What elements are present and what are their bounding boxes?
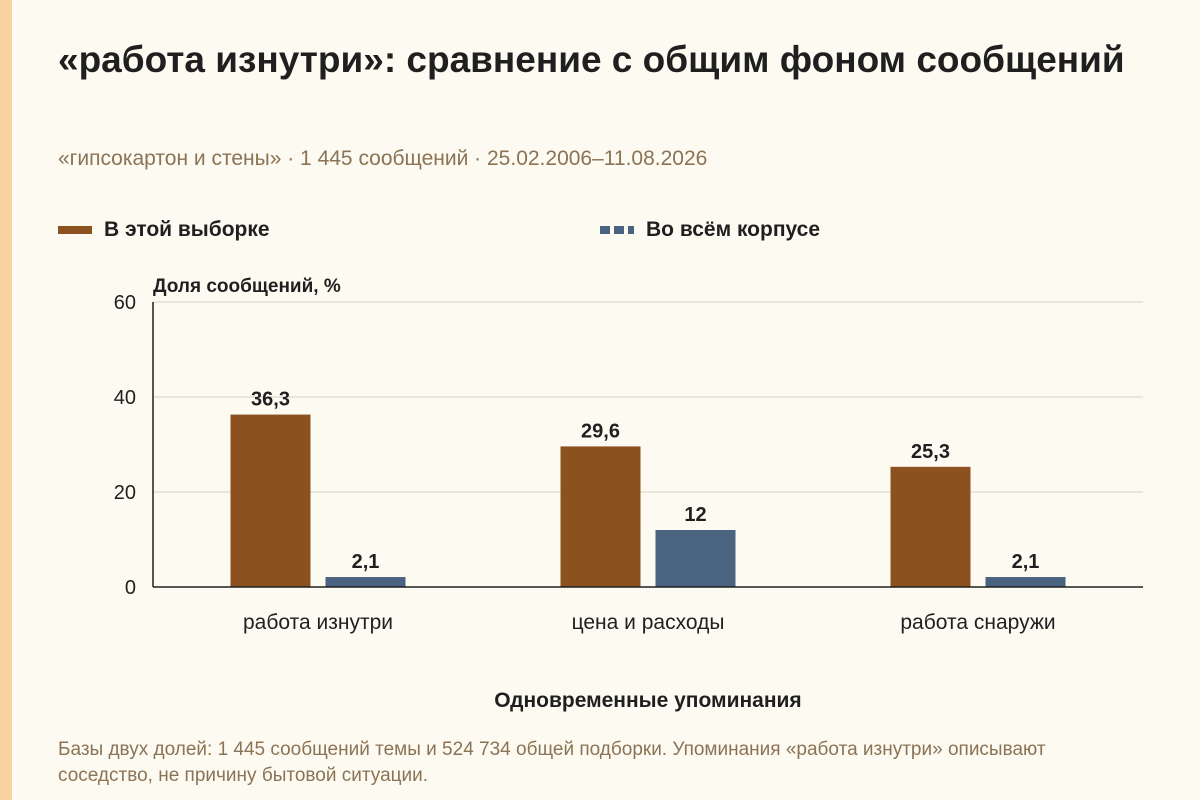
chart-title: «работа изнутри»: сравнение с общим фоно… — [58, 39, 1125, 80]
bar-value-label: 25,3 — [911, 441, 950, 463]
legend-item-corpus: Во всём корпусе — [600, 218, 820, 242]
y-tick-label: 40 — [114, 387, 136, 409]
footnote: Базы двух долей: 1 445 сообщений темы и … — [58, 739, 1046, 786]
x-tick-label: цена и расходы — [572, 611, 725, 634]
bars — [230, 414, 1066, 587]
y-tick-label: 60 — [114, 292, 136, 314]
bar-value-label: 12 — [684, 504, 706, 526]
x-tick-label: работа изнутри — [243, 611, 393, 634]
legend-label-sample: В этой выборке — [104, 218, 270, 241]
chart-subtitle: «гипсокартон и стены» · 1 445 сообщений … — [58, 147, 708, 170]
legend-label-corpus: Во всём корпусе — [646, 218, 821, 241]
bar-corpus — [325, 577, 406, 587]
left-accent-strip — [0, 0, 12, 800]
bar-sample — [230, 414, 311, 587]
bar-value-label: 2,1 — [1012, 551, 1040, 573]
grid-lines — [153, 301, 1143, 493]
y-tick-label: 20 — [114, 482, 136, 504]
bar-value-label: 36,3 — [251, 389, 290, 411]
bar-sample — [890, 466, 971, 587]
bar-value-label: 2,1 — [352, 551, 380, 573]
y-tick-label: 0 — [125, 577, 136, 599]
axes: 0 20 40 60 работа изнутри цена и расходы работ… — [114, 292, 1143, 634]
bar-corpus — [655, 530, 736, 587]
x-tick-label: работа снаружи — [900, 611, 1055, 634]
legend-item-sample: В этой выборке — [58, 218, 270, 242]
bar-sample — [560, 446, 641, 587]
x-axis-label: Одновременные упоминания — [494, 689, 801, 712]
bar-value-label: 29,6 — [581, 420, 620, 442]
y-axis-label: Доля сообщений, % — [153, 276, 341, 297]
legend-swatch-sample — [58, 226, 92, 234]
bar-corpus — [985, 577, 1066, 587]
value-labels: 36,3 2,1 29,6 12 25,3 2,1 — [251, 389, 1039, 573]
legend-swatch-corpus — [600, 226, 634, 234]
